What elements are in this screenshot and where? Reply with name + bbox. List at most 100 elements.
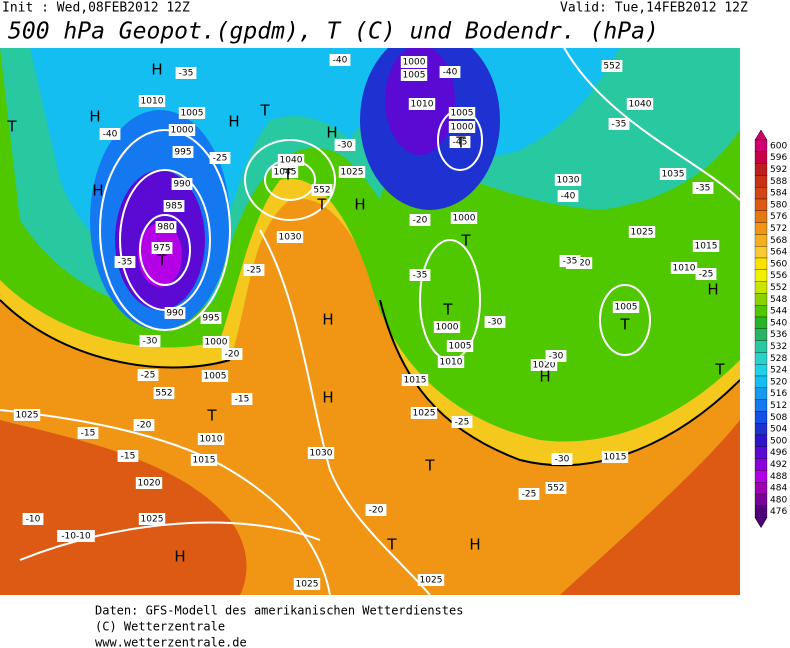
contour-label: -25	[699, 270, 714, 280]
label-box	[175, 67, 197, 79]
contour-label: 1025	[16, 411, 39, 421]
colorbar-swatch	[754, 505, 768, 518]
colorbar-tick-label: 492	[770, 460, 787, 470]
pressure-center-label: H	[354, 196, 365, 214]
label-box	[307, 447, 335, 459]
label-box	[448, 121, 476, 133]
colorbar-swatch	[754, 187, 768, 200]
label-box	[437, 356, 465, 368]
label-box	[277, 154, 305, 166]
colorbar-tick-label: 528	[770, 354, 787, 364]
contour-label: -30	[549, 352, 564, 362]
contour-label: 552	[603, 62, 620, 72]
colorbar-swatch	[754, 293, 768, 306]
contour-label: -25	[213, 154, 228, 164]
contour-label: 1005	[403, 71, 426, 81]
contour-label: -20	[413, 216, 428, 226]
colorbar-tick-label: 500	[770, 436, 787, 446]
label-box	[209, 152, 231, 164]
colorbar-tick-label: 564	[770, 248, 787, 258]
contour-label: 990	[173, 180, 190, 190]
contour-label: 1005	[181, 109, 204, 119]
colorbar-swatch	[754, 281, 768, 294]
label-box	[137, 369, 159, 381]
label-box	[408, 98, 436, 110]
pressure-center-label: T	[714, 361, 725, 379]
label-box	[451, 416, 473, 428]
label-box	[77, 427, 99, 439]
colorbar-tick-label: 560	[770, 259, 787, 269]
contour-label: 995	[174, 148, 191, 158]
contour-label: 1020	[138, 479, 161, 489]
pressure-center-label: T	[259, 102, 270, 120]
label-box	[99, 128, 121, 140]
map-title: 500 hPa Geopot.(gpdm), T (C) und Bodendr…	[8, 19, 659, 45]
colorbar-swatch	[754, 352, 768, 365]
label-box	[439, 66, 461, 78]
label-box	[276, 231, 304, 243]
colorbar-swatch	[754, 222, 768, 235]
label-box	[171, 178, 193, 190]
colorbar-tick-label: 596	[770, 153, 787, 163]
label-box	[409, 214, 431, 226]
label-box	[133, 419, 155, 431]
contour-label: 1040	[629, 100, 652, 110]
label-box	[231, 393, 253, 405]
contour-label: 1025	[631, 228, 654, 238]
colorbar-swatch	[754, 340, 768, 353]
contour-label: -35	[612, 120, 627, 130]
colorbar-swatch	[754, 316, 768, 329]
colorbar-swatch	[754, 446, 768, 459]
contour-label: 1000	[453, 214, 476, 224]
colorbar-swatch	[754, 198, 768, 211]
contour-label: -25	[247, 266, 262, 276]
contour-label: 1000	[451, 123, 474, 133]
label-box	[200, 312, 222, 324]
contour-label: 975	[153, 244, 170, 254]
colorbar-swatch	[754, 246, 768, 259]
contour-label: 1000	[205, 338, 228, 348]
colorbar-swatch	[754, 151, 768, 164]
label-box	[628, 226, 656, 238]
contour-label: -35	[413, 271, 428, 281]
colorbar-tick-label: 540	[770, 318, 787, 328]
contour-label: -15	[81, 429, 96, 439]
contour-label: 1000	[403, 58, 426, 68]
colorbar-tick-label: 568	[770, 236, 787, 246]
pressure-center-label: T	[455, 134, 466, 152]
map-warm-area	[0, 420, 247, 595]
label-box	[197, 433, 225, 445]
pressure-center-label: T	[6, 118, 17, 136]
colorbar-tick-label: 516	[770, 389, 787, 399]
contour-label: 1015	[193, 456, 216, 466]
contour-label: 1030	[310, 449, 333, 459]
contour-label: -30	[338, 141, 353, 151]
label-box	[172, 146, 194, 158]
label-box	[151, 242, 173, 254]
label-box	[138, 513, 166, 525]
colorbar-swatch	[754, 328, 768, 341]
contour-label: -25	[141, 371, 156, 381]
contour-label: 1000	[436, 323, 459, 333]
map-warm-area	[560, 420, 740, 595]
contour-label: 1045	[274, 168, 297, 178]
contour-label: 552	[155, 389, 172, 399]
colorbar-tick-label: 584	[770, 189, 787, 199]
contour-label: 1010	[141, 97, 164, 107]
map-area: 1010 1005 1000 995 990 985 980 975 990 995 1000 100…	[0, 48, 740, 595]
label-box	[201, 370, 229, 382]
colorbar-swatch	[754, 305, 768, 318]
label-box	[293, 578, 321, 590]
label-box	[57, 530, 95, 542]
label-box	[311, 184, 333, 196]
label-box	[178, 107, 206, 119]
colorbar-tick-label: 544	[770, 307, 787, 317]
label-box	[243, 264, 265, 276]
label-box	[551, 453, 573, 465]
pressure-center-label: H	[469, 536, 480, 554]
label-box	[114, 256, 136, 268]
label-box	[692, 240, 720, 252]
label-box	[410, 407, 438, 419]
label-box	[138, 95, 166, 107]
